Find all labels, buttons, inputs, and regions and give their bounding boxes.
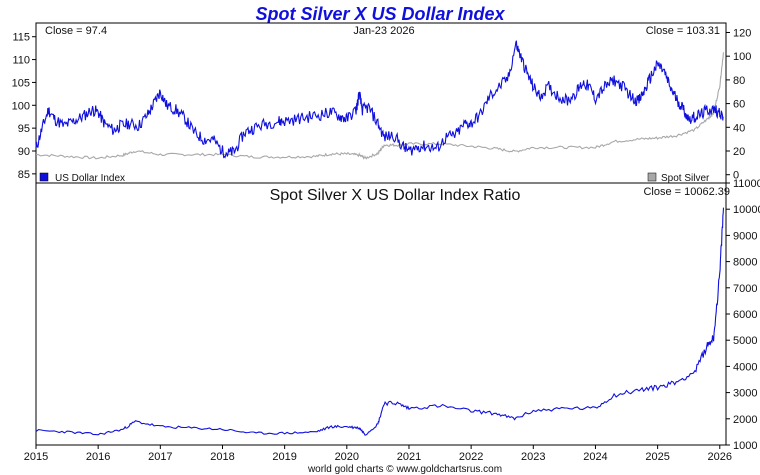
date-label: Jan-23 2026 <box>353 25 414 37</box>
ratio-axis-tick-label: 1000 <box>733 440 757 452</box>
ratio-axis-tick-label: 3000 <box>733 388 757 400</box>
ratio-title: Spot Silver X US Dollar Index Ratio <box>270 187 521 204</box>
right-axis-tick-label: 100 <box>733 51 751 63</box>
x-axis-tick-label: 2018 <box>210 451 234 463</box>
left-axis-tick-label: 100 <box>12 100 30 112</box>
ratio-axis-tick-label: 6000 <box>733 309 757 321</box>
x-axis-tick-label: 2024 <box>583 451 607 463</box>
right-axis-tick-label: 40 <box>733 122 745 134</box>
x-axis-tick-label: 2020 <box>335 451 359 463</box>
left-axis-tick-label: 85 <box>18 169 30 181</box>
legend-usd-label: US Dollar Index <box>55 173 125 184</box>
x-axis-tick-label: 2019 <box>272 451 296 463</box>
x-axis-tick-label: 2015 <box>24 451 48 463</box>
x-axis-tick-label: 2022 <box>459 451 483 463</box>
right-axis-tick-label: 20 <box>733 146 745 158</box>
right-axis-tick-label: 120 <box>733 27 751 39</box>
ratio-axis-tick-label: 10000 <box>733 204 760 216</box>
ratio-axis-tick-label: 2000 <box>733 414 757 426</box>
ratio-axis-tick-label: 9000 <box>733 230 757 242</box>
ratio-line <box>35 207 725 436</box>
left-axis-tick-label: 95 <box>18 123 30 135</box>
left-axis-tick-label: 115 <box>12 32 30 44</box>
x-axis-tick-label: 2017 <box>148 451 172 463</box>
left-close-label: Close = 97.4 <box>45 25 107 37</box>
left-axis-tick-label: 105 <box>12 77 30 89</box>
top-panel-frame <box>35 22 727 184</box>
silver-line <box>35 52 725 160</box>
axes-layer: 85 90 95 100 105 110 115 0 20 40 60 80 100 120 1000 200… <box>12 27 760 463</box>
ratio-axis-tick-label: 4000 <box>733 361 757 373</box>
legend-usd-swatch <box>39 172 49 182</box>
ratio-close-label: Close = 10062.39 <box>643 186 730 198</box>
bottom-panel-frame <box>35 182 727 446</box>
right-close-label: Close = 103.31 <box>646 25 720 37</box>
x-axis-tick-label: 2023 <box>521 451 545 463</box>
series-layer <box>35 40 725 436</box>
x-axis-tick-label: 2016 <box>86 451 110 463</box>
ratio-axis-tick-label: 5000 <box>733 335 757 347</box>
usd-index-line <box>35 40 724 159</box>
right-axis-tick-label: 0 <box>733 170 739 182</box>
ratio-axis-tick-label: 7000 <box>733 283 757 295</box>
chart-title: Spot Silver X US Dollar Index <box>255 4 505 24</box>
right-axis-tick-label: 60 <box>733 99 745 111</box>
x-axis-tick-label: 2026 <box>708 451 732 463</box>
left-axis-tick-label: 110 <box>12 55 30 67</box>
footer-credit: world gold charts © www.goldchartsrus.co… <box>307 464 502 475</box>
legend-silver-swatch <box>647 172 657 182</box>
right-axis-tick-label: 80 <box>733 75 745 87</box>
left-axis-tick-label: 90 <box>18 146 30 158</box>
x-axis-tick-label: 2021 <box>397 451 421 463</box>
x-axis-tick-label: 2025 <box>645 451 669 463</box>
ratio-axis-tick-label: 11000 <box>733 178 760 190</box>
legend-silver-label: Spot Silver <box>661 173 710 184</box>
ratio-axis-tick-label: 8000 <box>733 257 757 269</box>
